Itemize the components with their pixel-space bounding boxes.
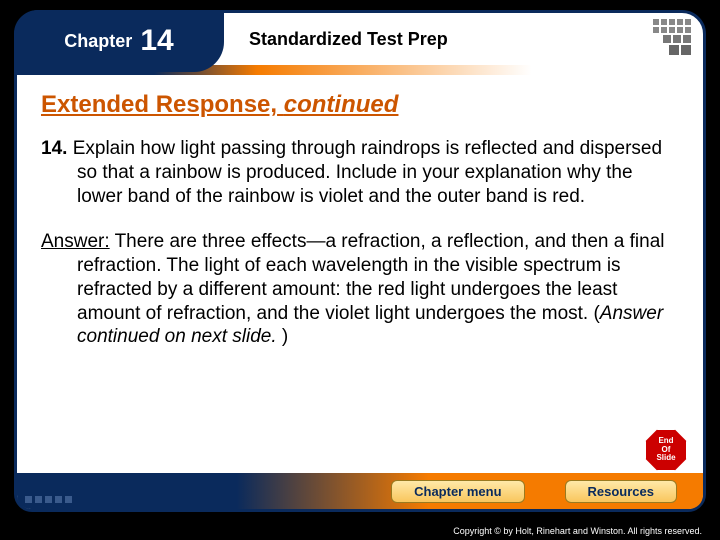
resources-button[interactable]: Resources	[565, 480, 677, 503]
answer-body-post: )	[277, 326, 289, 347]
section-title-ital: continued	[284, 91, 399, 118]
chapter-tab: Chapter 14	[14, 10, 224, 72]
bottom-nav-bar: Chapter menu Resources	[17, 473, 703, 509]
question-body: Explain how light passing through raindr…	[73, 138, 662, 207]
answer-text: Answer: There are three effects—a refrac…	[41, 230, 679, 349]
end-of-slide-badge: End Of Slide	[645, 429, 687, 471]
answer-label: Answer:	[41, 231, 110, 252]
end-line3: Slide	[656, 454, 675, 462]
chapter-number: 14	[140, 24, 173, 58]
question-text: 14. Explain how light passing through ra…	[41, 137, 679, 208]
answer-body-pre: There are three effects—a refraction, a …	[77, 231, 664, 323]
bottom-decor-icon	[25, 496, 72, 503]
stop-sign-icon: End Of Slide	[645, 429, 687, 471]
section-title: Extended Response, continued	[41, 91, 679, 119]
content-area: Extended Response, continued 14. Explain…	[41, 91, 679, 461]
corner-decor-icon	[653, 19, 691, 55]
chapter-menu-button[interactable]: Chapter menu	[391, 480, 524, 503]
slide-frame: Chapter 14 Standardized Test Prep Extend…	[14, 10, 706, 512]
chapter-label: Chapter	[64, 31, 132, 52]
section-title-main: Extended Response,	[41, 91, 277, 118]
copyright-text: Copyright © by Holt, Rinehart and Winsto…	[453, 526, 702, 536]
subject-title: Standardized Test Prep	[249, 29, 448, 50]
question-number: 14.	[41, 138, 67, 159]
